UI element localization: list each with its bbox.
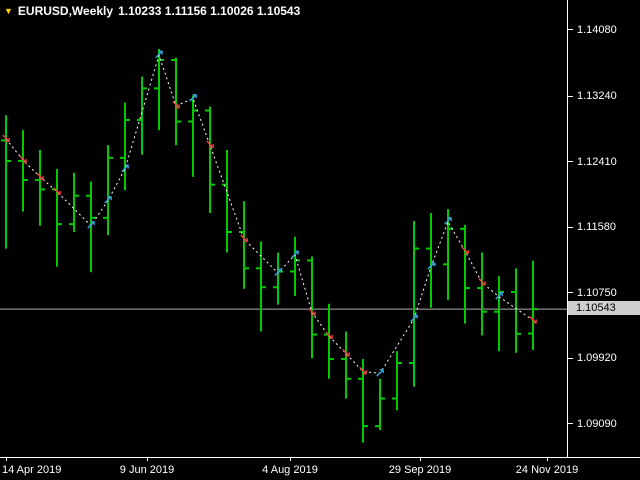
sell-signal-arrow-icon: ↘ [477, 276, 488, 291]
chart-canvas[interactable]: ↘ ↘ ↘ ↘ ↗ ↗ ↗ ↗ ↘ ↗ ↘ ↘ ↗ ↗ ↘ ↘ ↘ ↘ ↗ ↗ ↗ ↗ ↘ ↘ ↗ ↘ ▼ EURUSD,Week… [0, 0, 567, 457]
buy-signal-arrow-icon: ↗ [120, 162, 131, 177]
price-axis-tick [568, 357, 573, 359]
price-axis-tick [568, 95, 573, 97]
price-axis-label: 1.09920 [568, 352, 617, 364]
price-axis-tick [568, 29, 573, 31]
price-axis-label-text: 1.09920 [577, 352, 617, 365]
sell-signal-arrow-icon: ↘ [460, 244, 471, 259]
time-axis-tick [420, 458, 421, 461]
buy-signal-arrow-icon: ↗ [154, 48, 165, 63]
sell-signal-arrow-icon: ↘ [358, 365, 369, 380]
price-axis-tick [568, 161, 573, 163]
time-axis-tick [147, 458, 148, 461]
price-axis-label-text: 1.12410 [577, 155, 617, 168]
time-axis-tick [6, 458, 7, 461]
sell-signal-arrow-icon: ↘ [18, 153, 29, 168]
buy-signal-arrow-icon: ↗ [273, 266, 284, 281]
sell-signal-arrow-icon: ↘ [307, 306, 318, 321]
sell-signal-arrow-icon: ↘ [1, 132, 12, 147]
symbol-dropdown-icon[interactable]: ▼ [4, 6, 13, 16]
time-axis-label: 24 Nov 2019 [515, 464, 579, 476]
sell-signal-arrow-icon: ↘ [528, 313, 539, 328]
price-axis[interactable]: 1.14080 1.13240 1.12410 1.11580 1.10750 1.099… [567, 0, 640, 457]
sell-signal-arrow-icon: ↘ [341, 347, 352, 362]
buy-signal-arrow-icon: ↗ [443, 215, 454, 230]
quote-header: ▼ EURUSD,Weekly 1.10233 1.11156 1.10026 … [4, 4, 300, 18]
price-axis-label-text: 1.10750 [577, 286, 617, 299]
price-axis-label: 1.10750 [568, 287, 617, 299]
price-axis-label-text: 1.09090 [577, 417, 617, 430]
price-axis-label-text: 1.11580 [577, 221, 616, 234]
time-axis-label: 14 Apr 2019 [2, 464, 62, 476]
price-axis-tick [568, 423, 573, 425]
price-axis-tick [568, 292, 573, 294]
sell-signal-arrow-icon: ↘ [205, 138, 216, 153]
price-chart[interactable]: ↘ ↘ ↘ ↘ ↗ ↗ ↗ ↗ ↘ ↗ ↘ ↘ ↗ ↗ ↘ ↘ ↘ ↘ ↗ ↗ ↗ ↗ ↘ ↘ ↗ ↘ [0, 0, 567, 457]
sell-signal-arrow-icon: ↘ [324, 329, 335, 344]
price-axis-label-text: 1.14080 [577, 23, 617, 36]
sell-signal-arrow-icon: ↘ [52, 185, 63, 200]
buy-signal-arrow-icon: ↗ [86, 219, 97, 234]
time-axis-tick [547, 458, 548, 461]
price-axis-label: 1.12410 [568, 156, 617, 168]
buy-signal-arrow-icon: ↗ [290, 248, 301, 263]
sell-signal-arrow-icon: ↘ [35, 170, 46, 185]
time-axis-label: 29 Sep 2019 [388, 464, 452, 476]
time-axis-label: 9 Jun 2019 [119, 464, 175, 476]
sell-signal-arrow-icon: ↘ [171, 99, 182, 114]
buy-signal-arrow-icon: ↗ [409, 312, 420, 327]
buy-signal-arrow-icon: ↗ [103, 193, 114, 208]
price-axis-label-text: 1.13240 [577, 90, 617, 103]
buy-signal-arrow-icon: ↗ [494, 290, 505, 305]
quote-ohlc-values: 1.10233 1.11156 1.10026 1.10543 [118, 4, 301, 18]
buy-signal-arrow-icon: ↗ [426, 260, 437, 275]
sell-signal-arrow-icon: ↘ [239, 232, 250, 247]
buy-signal-arrow-icon: ↗ [188, 92, 199, 107]
time-axis-tick [290, 458, 291, 461]
price-axis-label: 1.14080 [568, 24, 617, 36]
buy-signal-arrow-icon: ↗ [375, 366, 386, 381]
price-axis-label: 1.09090 [568, 418, 617, 430]
signal-connector-line [5, 53, 534, 374]
price-axis-tick [568, 226, 573, 228]
price-axis-label: 1.13240 [568, 90, 617, 102]
price-axis-label: 1.11580 [568, 221, 616, 233]
symbol-timeframe-label: EURUSD,Weekly [17, 4, 114, 18]
current-price-badge: 1.10543 [568, 301, 640, 316]
time-axis[interactable]: 14 Apr 2019 9 Jun 2019 4 Aug 2019 29 Sep 20… [0, 457, 640, 480]
time-axis-label: 4 Aug 2019 [262, 464, 318, 476]
